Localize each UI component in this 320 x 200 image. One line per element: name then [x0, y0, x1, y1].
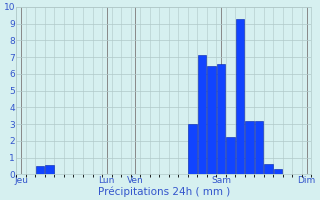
Bar: [236, 19, 244, 174]
Bar: [188, 124, 197, 174]
Bar: [255, 121, 263, 174]
Bar: [198, 55, 206, 174]
Bar: [36, 166, 44, 174]
Bar: [207, 66, 216, 174]
Bar: [245, 121, 254, 174]
X-axis label: Précipitations 24h ( mm ): Précipitations 24h ( mm ): [98, 186, 230, 197]
Bar: [226, 137, 235, 174]
Bar: [264, 164, 273, 174]
Bar: [274, 169, 282, 174]
Bar: [45, 165, 54, 174]
Bar: [217, 64, 225, 174]
